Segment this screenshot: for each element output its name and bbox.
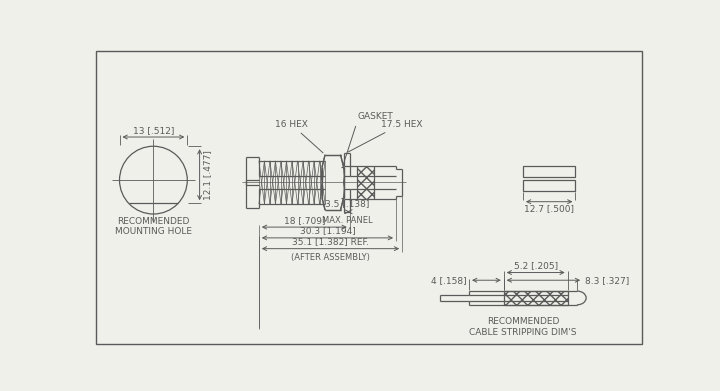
Text: MAX. PANEL: MAX. PANEL (322, 216, 372, 225)
Text: (AFTER ASSEMBLY): (AFTER ASSEMBLY) (291, 253, 370, 262)
Bar (504, 291, 567, 305)
Bar (523, 166, 575, 177)
Text: 17.5 HEX: 17.5 HEX (348, 120, 422, 152)
Text: 16 HEX: 16 HEX (274, 120, 323, 153)
Text: 3.5 [.138]: 3.5 [.138] (325, 200, 369, 209)
Bar (523, 180, 575, 191)
Text: RECOMMENDED
MOUNTING HOLE: RECOMMENDED MOUNTING HOLE (115, 217, 192, 237)
Bar (357, 166, 374, 199)
Bar (504, 291, 567, 305)
Text: 30.3 [1.194]: 30.3 [1.194] (300, 226, 355, 235)
Text: 5.2 [.205]: 5.2 [.205] (513, 261, 558, 270)
Text: 12.7 [.500]: 12.7 [.500] (524, 204, 574, 213)
Text: 35.1 [1.382] REF.: 35.1 [1.382] REF. (292, 237, 369, 246)
Text: 13 [.512]: 13 [.512] (132, 126, 174, 135)
Text: 4 [.158]: 4 [.158] (431, 276, 467, 285)
Text: 18 [.709]: 18 [.709] (284, 216, 325, 225)
Text: 8.3 [.327]: 8.3 [.327] (585, 276, 629, 285)
Text: 12.1 [.477]: 12.1 [.477] (203, 150, 212, 200)
Text: RECOMMENDED
CABLE STRIPPING DIM'S: RECOMMENDED CABLE STRIPPING DIM'S (469, 317, 577, 337)
Text: GASKET: GASKET (343, 112, 393, 164)
